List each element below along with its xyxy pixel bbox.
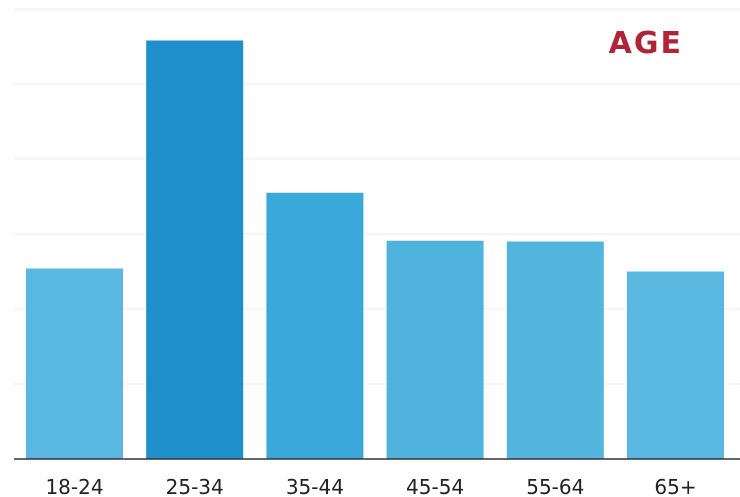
x-tick-label: 35-44	[286, 475, 344, 497]
x-tick-labels: 18-24 25-34 35-44 45-54 55-64 65+	[45, 475, 696, 497]
chart-title: AGE	[609, 26, 683, 61]
bar-45-54	[386, 240, 484, 459]
bar-18-24	[26, 268, 123, 459]
x-tick-label: 55-64	[526, 475, 584, 497]
x-tick-label: 45-54	[406, 475, 464, 497]
bar-series	[26, 40, 724, 459]
bar-35-44	[266, 192, 364, 459]
bar-25-34	[146, 40, 244, 459]
bar-55-64	[506, 241, 604, 459]
grid-lines	[14, 8, 740, 385]
x-tick-label: 65+	[654, 475, 696, 497]
x-tick-label: 18-24	[45, 475, 103, 497]
bar-65-plus	[627, 271, 724, 459]
x-tick-label: 25-34	[166, 475, 224, 497]
